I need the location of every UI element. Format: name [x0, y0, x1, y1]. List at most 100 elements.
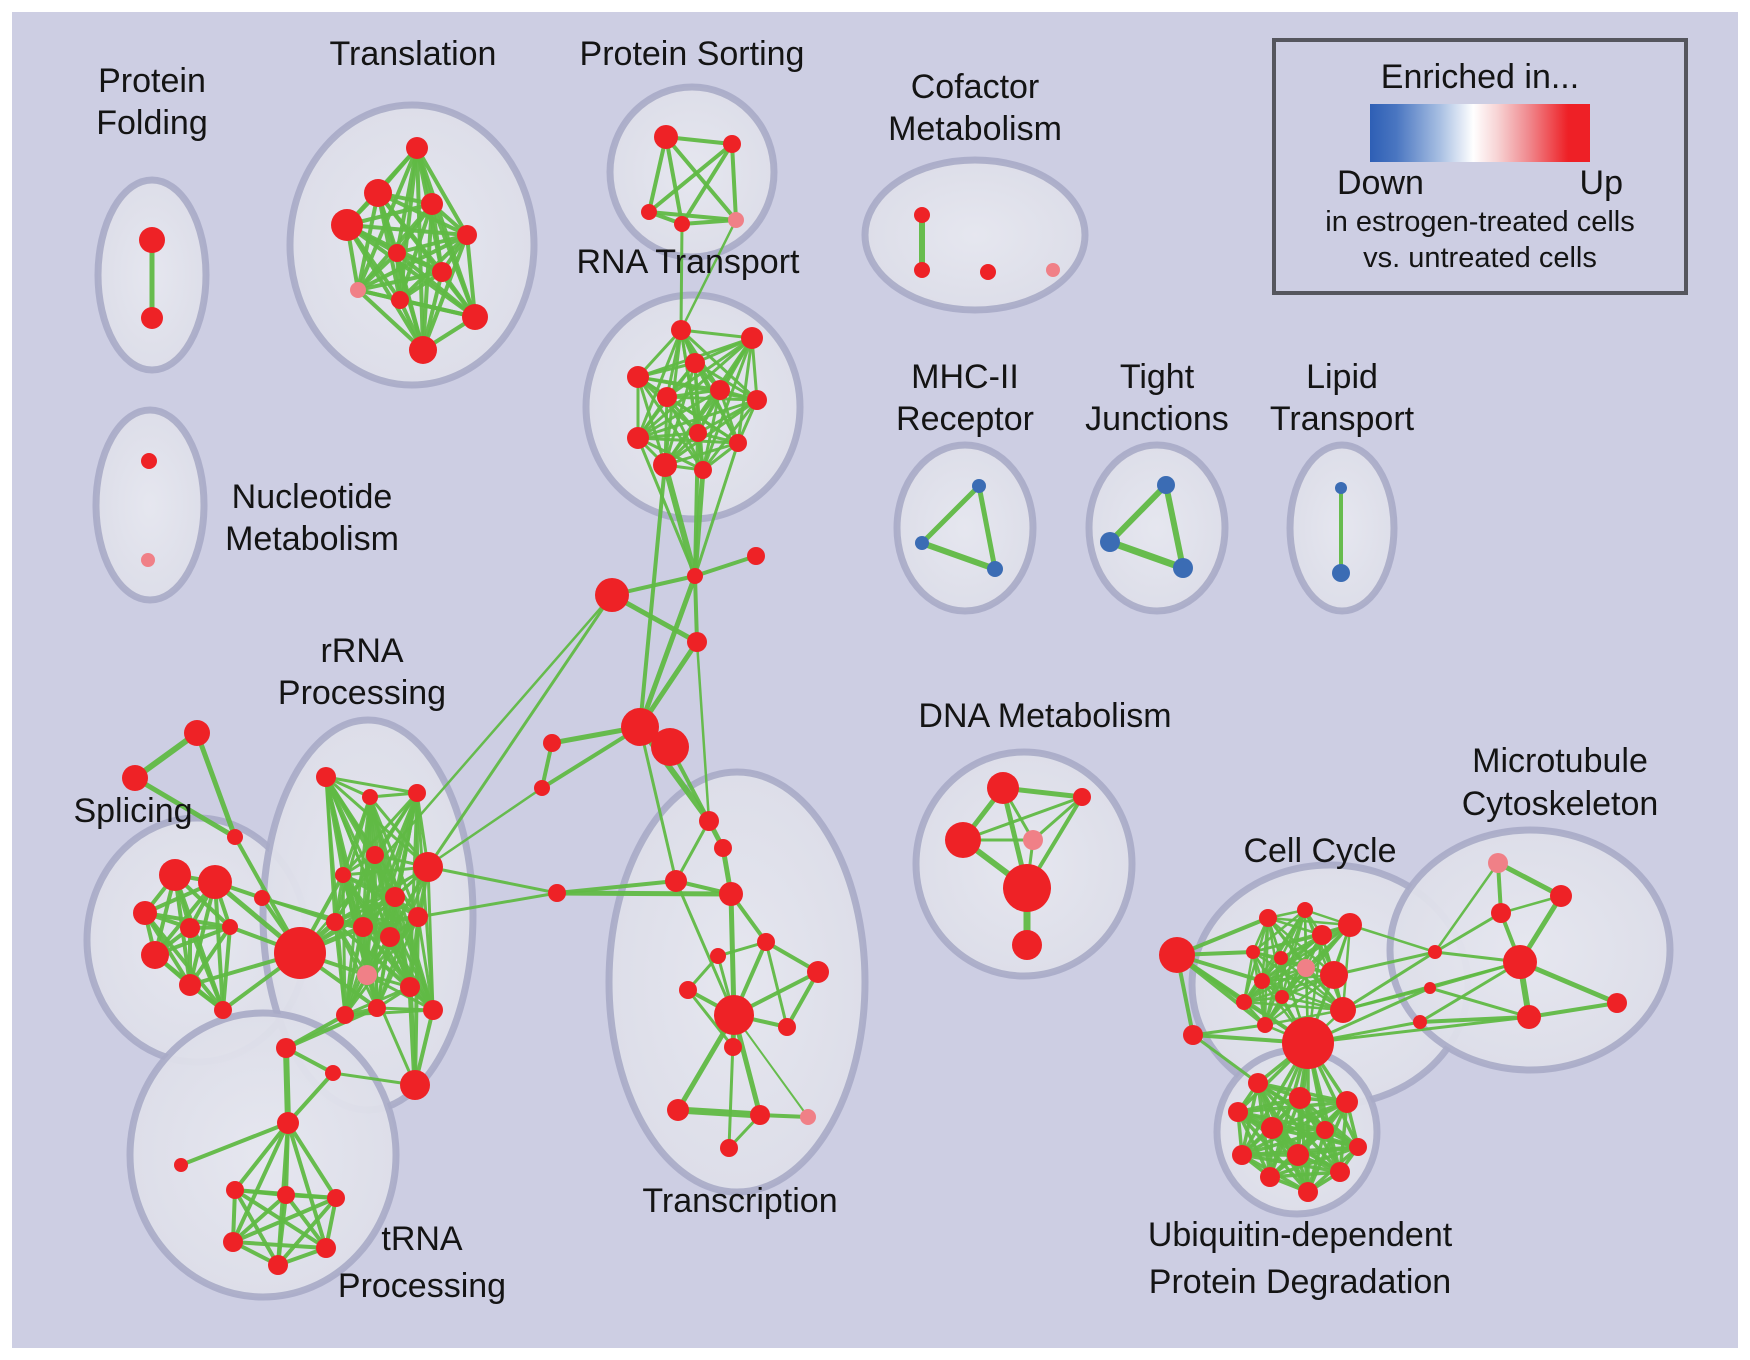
edge-r2-r12	[701, 336, 754, 472]
edge-s2-s5	[730, 142, 738, 222]
edge-d2-d3	[961, 795, 1084, 842]
cluster-label-transport: Transport	[1270, 400, 1415, 438]
node-cc8	[1320, 961, 1348, 989]
edge-rr11-rr16	[343, 915, 420, 1017]
node-t2	[364, 179, 392, 207]
node-tn6	[316, 1238, 336, 1258]
node-cc12	[1330, 997, 1356, 1023]
node-s3	[641, 204, 657, 220]
node-r3	[685, 353, 705, 373]
cluster-ellipse-mhc-ii-receptor	[893, 441, 1037, 615]
edge-cc5-cc11	[1242, 950, 1255, 1004]
node-rr4	[366, 846, 384, 864]
edge-tx8-tx11	[686, 988, 735, 1049]
cluster-ellipse-cofactor-metabolism	[861, 156, 1089, 314]
edge-r7-r11	[663, 398, 759, 467]
cluster-label-microtubule: Microtubule	[1472, 742, 1648, 780]
node-tj1	[1157, 476, 1175, 494]
edge-mt5-mt6	[1527, 1001, 1619, 1019]
node-ub8	[1287, 1144, 1309, 1166]
legend-gradient-bar	[1370, 104, 1590, 162]
cluster-label-rna-transport: RNA Transport	[577, 243, 801, 281]
edge-cr3-mt6	[1418, 1015, 1531, 1024]
node-s5	[728, 212, 744, 228]
node-r8	[627, 427, 649, 449]
cluster-label-lipid: Lipid	[1306, 358, 1378, 396]
node-sn2	[534, 780, 550, 796]
node-mt4	[1503, 945, 1537, 979]
cluster-label-dna-metabolism: DNA Metabolism	[918, 697, 1171, 735]
node-tn3	[327, 1189, 345, 1207]
node-rr8	[326, 913, 344, 931]
node-cr3	[1413, 1015, 1427, 1029]
node-lt1	[1335, 482, 1347, 494]
node-EX	[548, 884, 566, 902]
node-cn1	[254, 890, 270, 906]
node-t11	[409, 336, 437, 364]
edge-rr1-rr15	[324, 775, 435, 1012]
node-H2b	[651, 728, 689, 766]
node-tn2	[277, 1186, 295, 1204]
edge-t5-t6	[395, 233, 469, 255]
node-s2	[723, 135, 741, 153]
node-cc1	[1259, 909, 1277, 927]
node-ub5	[1261, 1117, 1283, 1139]
node-CCH	[1282, 1017, 1334, 1069]
edge-cc4-cc5	[1251, 923, 1352, 954]
edge-cc0b-cc13	[1191, 1023, 1267, 1037]
node-ub6	[1316, 1121, 1334, 1139]
node-rr7	[385, 887, 405, 907]
edge-tx3-tx9	[674, 879, 736, 1017]
node-sp8	[214, 1001, 232, 1019]
node-cc7	[1297, 959, 1315, 977]
edge-rr1-rr3	[324, 775, 419, 795]
edge-sp5-sp7	[188, 925, 232, 987]
edge-s3-s5	[647, 210, 738, 222]
edge-H2a-tx1	[637, 724, 712, 824]
node-c4	[1046, 263, 1060, 277]
node-d1	[987, 772, 1019, 804]
edge-ub6-ub7	[1240, 1128, 1327, 1157]
node-tx11	[724, 1038, 742, 1056]
cluster-label-metabolism: Metabolism	[225, 520, 399, 558]
edge-tn1-tn6	[233, 1188, 328, 1250]
edge-s1-s5	[664, 135, 738, 222]
legend-down-label: Down	[1337, 164, 1424, 202]
cluster-label-metabolism: Metabolism	[888, 110, 1062, 148]
edge-j1-jr	[693, 554, 758, 578]
edge-t5-t10	[465, 233, 477, 319]
cluster-label-cofactor: Cofactor	[911, 68, 1040, 106]
node-rr5	[335, 867, 351, 883]
edge-ub10-ub11	[1268, 1170, 1342, 1179]
node-g2	[122, 765, 148, 791]
edge-r10-j1	[693, 441, 740, 578]
node-c1	[914, 207, 930, 223]
edge-g1-g3	[194, 730, 238, 840]
edge-s1-s4	[664, 135, 684, 226]
legend-up-label: Up	[1579, 164, 1623, 202]
node-r6	[710, 380, 730, 400]
edge-ub3-ub12	[1306, 1100, 1349, 1194]
edge-tn3-tn4	[231, 1196, 338, 1244]
edge-j1-H2a	[637, 573, 698, 730]
edge-rr11-rr15	[416, 915, 435, 1012]
node-tx14	[800, 1109, 816, 1125]
edge-t4-t5	[345, 223, 469, 237]
node-cc4	[1338, 913, 1362, 937]
node-tx6	[710, 948, 726, 964]
edge-rr8-rr16	[333, 920, 347, 1017]
node-r4	[627, 366, 649, 388]
node-t7	[432, 262, 452, 282]
edge-tx5-tx10	[764, 940, 789, 1029]
edge-r8-r10	[636, 436, 740, 445]
edge-r11-j1	[662, 462, 698, 579]
edge-t6-t10	[395, 251, 477, 319]
cluster-ellipse-transcription	[605, 768, 869, 1196]
edge-r6-r12	[701, 388, 722, 472]
edge-cr1-mt3	[1433, 911, 1503, 954]
edge-cc8-cc11	[1242, 973, 1336, 1004]
legend-subtitle-line2: vs. untreated cells	[1363, 242, 1597, 274]
node-sp2	[198, 865, 232, 899]
node-mt6	[1517, 1005, 1541, 1029]
node-m3	[987, 561, 1003, 577]
